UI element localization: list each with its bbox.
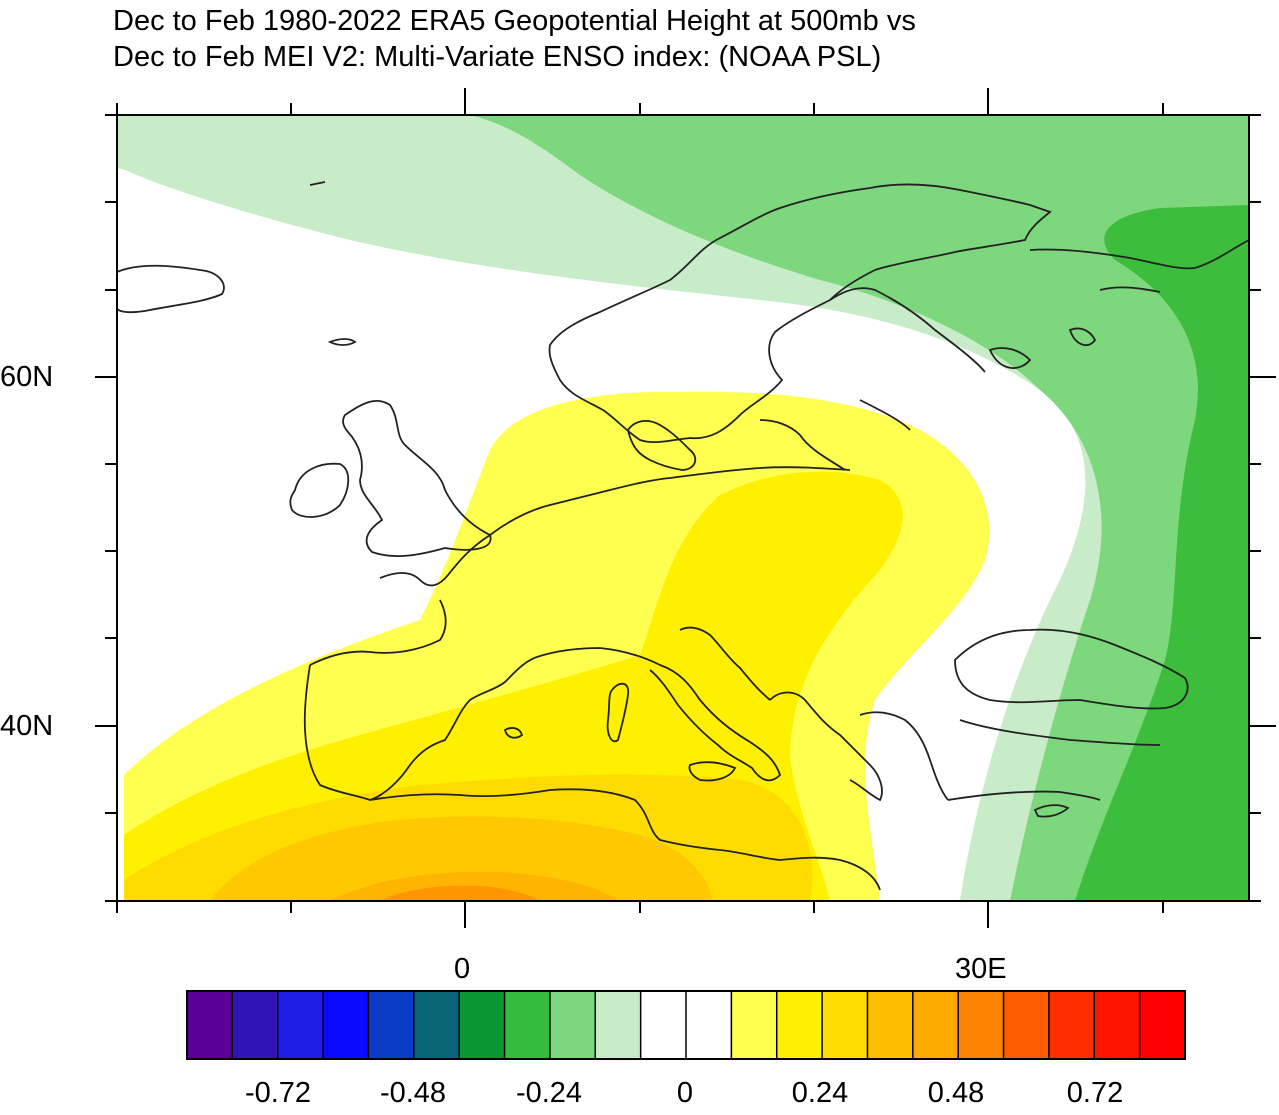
coastline-continental-europe [309,466,851,666]
colorbar-swatch [595,991,641,1059]
contour-band-neg-0.24 [470,115,1249,901]
colorbar-swatch [912,991,959,1059]
lon-label-0: 0 [454,953,471,985]
coastline-iberia [303,655,541,801]
colorbar-swatch [731,991,778,1059]
lat-label-40n: 40N [0,710,54,742]
colorbar-label: 0.72 [1066,1077,1124,1109]
coastline-sicily [688,761,737,782]
coastline-small-islands [309,181,1097,739]
axis-ticks [95,88,1276,928]
coastline-north-africa [369,788,881,891]
colorbar-label: 0.24 [791,1077,849,1109]
colorbar-swatch [1094,991,1140,1059]
colorbar [186,990,1186,1060]
contour-band-neg-0.36 [1075,205,1249,901]
lat-label-60n: 60N [0,361,54,393]
coastline-kola-russia [1029,239,1249,293]
contour-band-pos-0.30 [210,816,712,901]
chart-title-line-1: Dec to Feb 1980-2022 ERA5 Geopotential H… [113,5,916,37]
coastline-scandinavia [548,183,1052,443]
chart-title-line-2: Dec to Feb MEI V2: Multi-Variate ENSO in… [113,41,882,73]
coastline-baltic-east [759,287,986,471]
colorbar-swatch [776,991,823,1059]
contour-band-neg-0.12-nw [117,115,135,170]
coastline-anatolia [947,719,1161,801]
colorbar-swatch [504,991,551,1059]
colorbar-swatch [323,991,369,1059]
lon-label-30e: 30E [955,953,1007,985]
coastline-denmark [627,419,697,471]
coastline-ireland [289,462,350,518]
colorbar-label: -0.48 [379,1077,447,1109]
colorbar-swatch [640,991,687,1059]
colorbar-swatch [549,991,596,1059]
coastline-balkans-greece [769,691,949,802]
coastline-black-sea [954,628,1189,710]
colorbar-swatch [232,991,279,1059]
coastline-great-britain [342,400,492,557]
colorbar-label: 0 [676,1077,694,1109]
colorbar-swatch [187,991,233,1059]
colorbar-swatch [867,991,914,1059]
coastline-cyprus [1033,804,1070,818]
colorbar-swatch [368,991,415,1059]
colorbar-swatch [1139,991,1186,1059]
colorbar-swatch [1003,991,1050,1059]
colorbar-label: 0.48 [927,1077,985,1109]
colorbar-frame [186,990,1186,1060]
colorbar-swatch [277,991,324,1059]
contour-band-pos-0.42 [380,885,540,901]
colorbar-swatch [958,991,1004,1059]
colorbar-swatch [413,991,460,1059]
contour-fill-layer [117,115,1249,901]
coastline-iceland [117,264,225,314]
colorbar-label: -0.72 [244,1077,312,1109]
coastline-italy [539,626,782,782]
colorbar-label: -0.24 [515,1077,583,1109]
colorbar-swatch [822,991,868,1059]
colorbar-swatch [1048,991,1095,1059]
coastline-sardinia-corsica [606,682,630,743]
plot-frame [116,114,1250,902]
colorbar-swatch [459,991,505,1059]
coastlines [117,181,1249,891]
colorbar-swatch [686,991,732,1059]
